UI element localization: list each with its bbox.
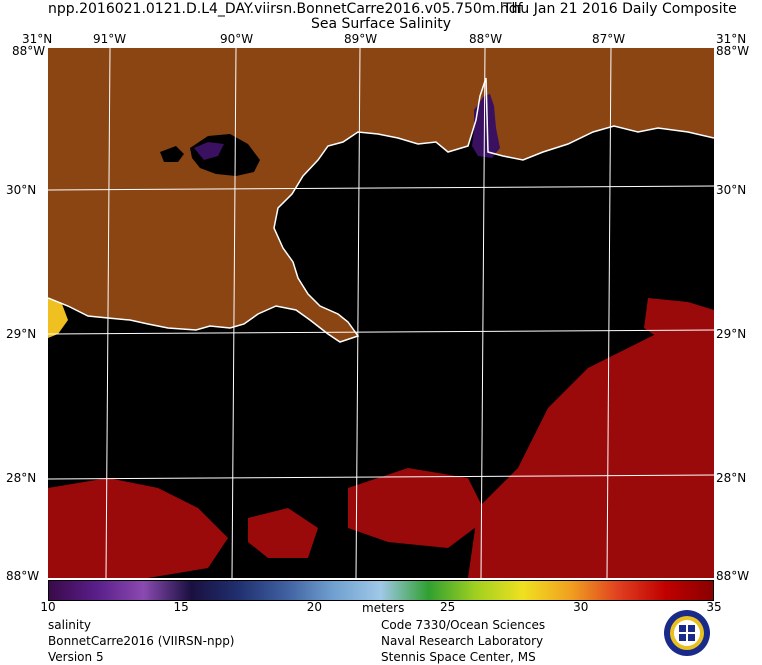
high-salinity-south [248, 508, 318, 558]
mobile-bay [472, 94, 500, 158]
lat-label-30n-right: 30°N [716, 183, 747, 197]
coastal-anomaly-west [48, 298, 68, 338]
colorbar-tick-label: 20 [306, 600, 323, 614]
corner-lon-label-bottom-right: 88°W [716, 569, 750, 583]
high-salinity-mid [348, 468, 488, 548]
colorbar-units: meters [362, 601, 405, 615]
top-lon-label-88w: 88°W [469, 32, 503, 46]
high-salinity-east [468, 318, 714, 578]
lat-label-29n-right: 29°N [716, 327, 747, 341]
footer-right: Code 7330/Ocean Sciences Naval Research … [381, 617, 545, 665]
composite-date: Thu Jan 21 2016 Daily Composite [503, 1, 737, 17]
lat-label-29n-left: 29°N [6, 327, 37, 341]
top-lon-label-90w: 90°W [220, 32, 254, 46]
nrl-seal-icon [664, 610, 710, 656]
colorbar-tick-label: 25 [439, 600, 456, 614]
corner-lon-label-bottom-left: 88°W [6, 569, 40, 583]
colorbar-tick-label: 35 [706, 600, 722, 614]
graticule [48, 48, 714, 578]
colorbar-tick-label: 30 [573, 600, 589, 614]
map-canvas [48, 48, 714, 578]
top-lat-label-left: 31°N [22, 32, 53, 46]
footer-location: Stennis Space Center, MS [381, 650, 536, 664]
corner-lon-label-top-left: 88°W [12, 44, 46, 58]
footer-dataset: BonnetCarre2016 (VIIRSN-npp) [48, 634, 235, 648]
footer-lab: Naval Research Laboratory [381, 634, 544, 648]
top-lon-label-87w: 87°W [592, 32, 626, 46]
salinity-map [48, 48, 714, 578]
lat-label-28n-left: 28°N [6, 471, 37, 485]
top-lon-label-89w: 89°W [344, 32, 378, 46]
footer-left: salinity BonnetCarre2016 (VIIRSN-npp) Ve… [48, 617, 235, 665]
coastline [48, 77, 714, 343]
land-mass [48, 48, 714, 342]
coastal-low-salinity [194, 142, 224, 160]
file-title: npp.2016021.0121.D.L4_DAY.viirsn.BonnetC… [48, 1, 523, 17]
lake-maurepas [160, 146, 184, 162]
top-lat-label-right: 31°N [716, 32, 747, 46]
high-salinity-offshore-east [644, 298, 714, 344]
footer-parameter: salinity [48, 618, 92, 632]
product-subtitle: Sea Surface Salinity [310, 16, 452, 32]
lat-label-28n-right: 28°N [716, 471, 747, 485]
top-lon-label-91w: 91°W [93, 32, 127, 46]
colorbar-tick-label: 10 [40, 600, 56, 614]
high-salinity-sw [48, 478, 228, 578]
footer-version: Version 5 [48, 650, 104, 664]
corner-lon-label-top-right: 88°W [716, 44, 750, 58]
salinity-colorbar [48, 580, 714, 601]
footer-code: Code 7330/Ocean Sciences [381, 618, 546, 632]
colorbar-tick-label: 15 [173, 600, 189, 614]
lat-label-30n-left: 30°N [6, 183, 37, 197]
